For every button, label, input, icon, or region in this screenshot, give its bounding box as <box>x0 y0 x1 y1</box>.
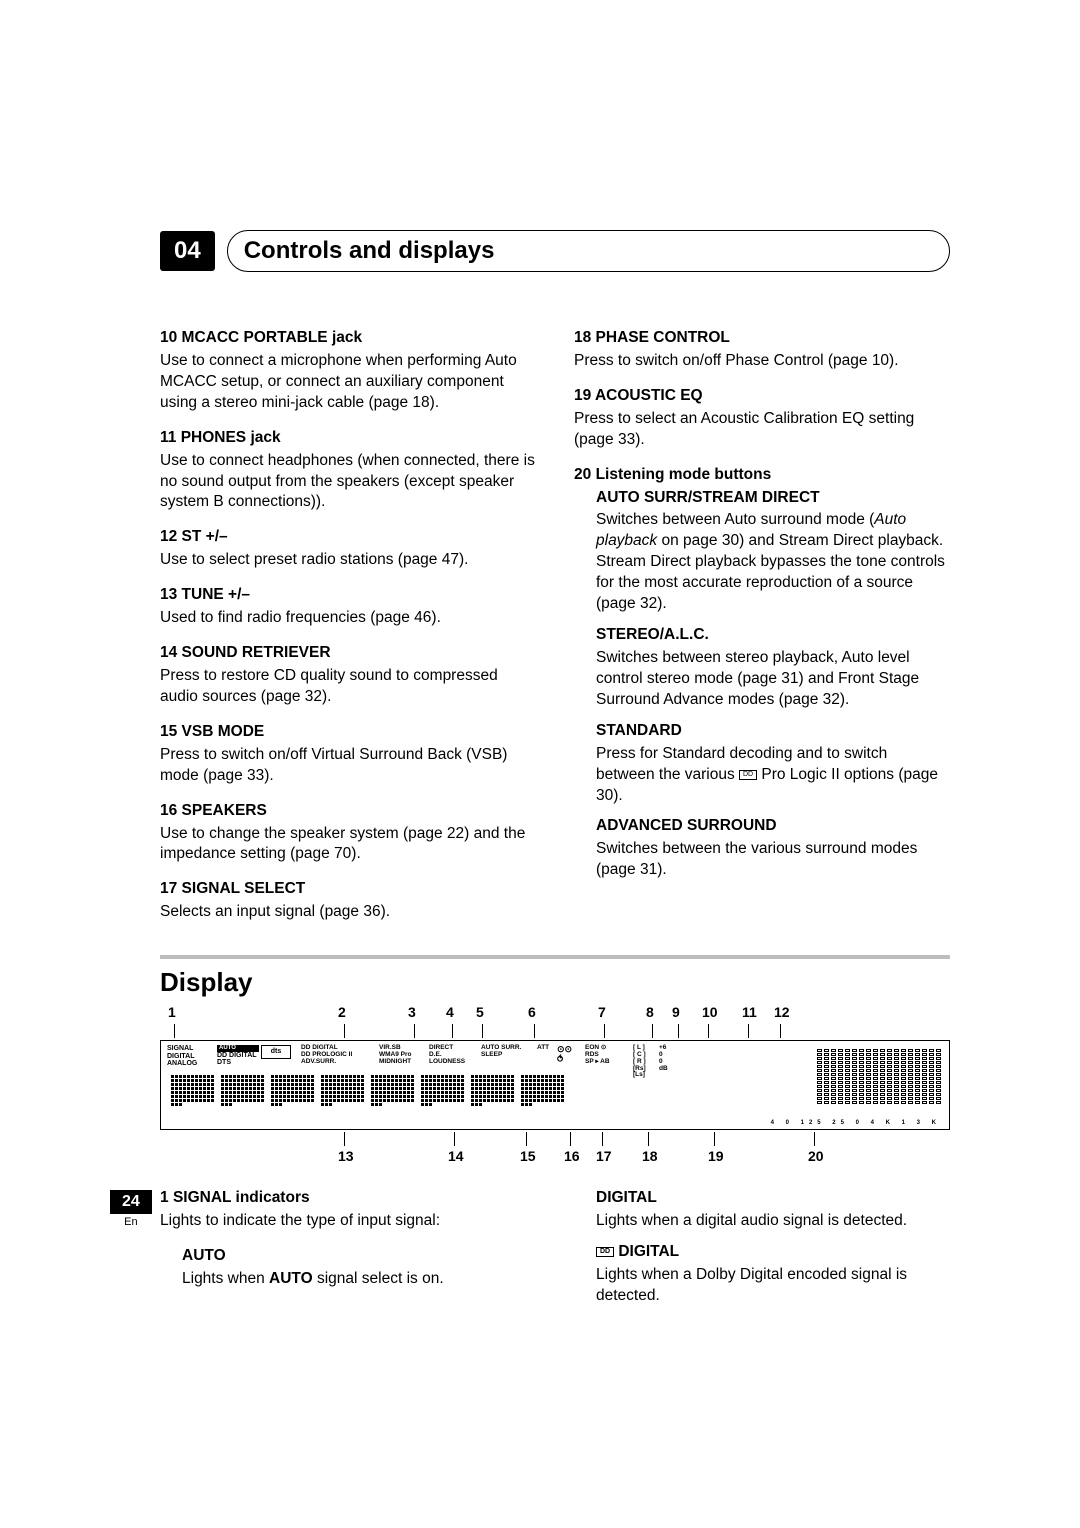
page-number-box: 24 En <box>110 1190 152 1228</box>
sub-advanced-surround: ADVANCED SURROUNDSwitches between the va… <box>596 816 950 881</box>
item-14: 14 SOUND RETRIEVERPress to restore CD qu… <box>160 643 536 708</box>
sub-stereo-a-l-c-: STEREO/A.L.C.Switches between stereo pla… <box>596 625 950 711</box>
display-figure: 123456789101112 SIGNAL DIGITAL ANALOG AU… <box>160 1004 950 1166</box>
top-callout-row: 123456789101112 <box>160 1004 950 1022</box>
item-15: 15 VSB MODEPress to switch on/off Virtua… <box>160 722 536 787</box>
item-11: 11 PHONES jackUse to connect headphones … <box>160 428 536 514</box>
chapter-header: 04 Controls and displays <box>160 230 950 272</box>
item-18: 18 PHASE CONTROLPress to switch on/off P… <box>574 328 950 372</box>
chapter-title: Controls and displays <box>244 237 495 265</box>
page-number: 24 <box>110 1190 152 1214</box>
spectrum-analyzer <box>817 1049 941 1104</box>
callout-7: 7 <box>598 1004 606 1020</box>
callout-2: 2 <box>338 1004 346 1020</box>
callout-13: 13 <box>338 1148 354 1164</box>
callout-3: 3 <box>408 1004 416 1020</box>
item-10: 10 MCACC PORTABLE jackUse to connect a m… <box>160 328 536 414</box>
dts-logo: dts <box>261 1045 291 1059</box>
callout-10: 10 <box>702 1004 718 1020</box>
sub-dd-digital: DD DIGITAL Lights when a Dolby Digital e… <box>596 1242 950 1307</box>
display-section-title: Display <box>160 967 950 998</box>
callout-19: 19 <box>708 1148 724 1164</box>
callout-14: 14 <box>448 1148 464 1164</box>
bottom-callout-row: 13 14 15 16 17 18 19 20 <box>160 1148 950 1166</box>
callout-20: 20 <box>808 1148 824 1164</box>
right-column: 18 PHASE CONTROLPress to switch on/off P… <box>574 328 950 937</box>
callout-15: 15 <box>520 1148 536 1164</box>
section-divider <box>160 955 950 959</box>
callout-17: 17 <box>596 1148 612 1164</box>
sub-standard: STANDARDPress for Standard decoding and … <box>596 721 950 807</box>
callout-5: 5 <box>476 1004 484 1020</box>
callout-9: 9 <box>672 1004 680 1020</box>
bottom-tick-row <box>160 1130 950 1148</box>
item-16: 16 SPEAKERSUse to change the speaker sys… <box>160 801 536 866</box>
callout-11: 11 <box>742 1004 757 1020</box>
callout-18: 18 <box>642 1148 658 1164</box>
segment-display-row <box>171 1075 565 1121</box>
sub-digital: DIGITAL Lights when a digital audio sign… <box>596 1188 950 1232</box>
item-12: 12 ST +/–Use to select preset radio stat… <box>160 527 536 571</box>
item-signal-indicators: 1 SIGNAL indicators Lights to indicate t… <box>160 1188 536 1232</box>
item-13: 13 TUNE +/–Used to find radio frequencie… <box>160 585 536 629</box>
callout-12: 12 <box>774 1004 790 1020</box>
item-19: 19 ACOUSTIC EQPress to select an Acousti… <box>574 386 950 451</box>
sub-auto-surr-stream-direct: AUTO SURR/STREAM DIRECTSwitches between … <box>596 488 950 616</box>
sub-auto: AUTO Lights when AUTO signal select is o… <box>182 1246 536 1290</box>
display-panel: SIGNAL DIGITAL ANALOG AUTO DD DIGITAL DT… <box>160 1040 950 1130</box>
callout-4: 4 <box>446 1004 454 1020</box>
callout-8: 8 <box>646 1004 654 1020</box>
page-lang: En <box>110 1216 152 1228</box>
callout-6: 6 <box>528 1004 536 1020</box>
chapter-title-box: Controls and displays <box>227 230 950 272</box>
callout-16: 16 <box>564 1148 580 1164</box>
left-column: 10 MCACC PORTABLE jackUse to connect a m… <box>160 328 536 937</box>
dolby-digital-icon: DD <box>596 1247 614 1257</box>
spectrum-freq-labels: 4 0 125 25 0 4 K 1 3 K <box>771 1120 941 1126</box>
item-listening-modes: 20 Listening mode buttons AUTO SURR/STRE… <box>574 465 950 882</box>
item-17: 17 SIGNAL SELECTSelects an input signal … <box>160 879 536 923</box>
callout-1: 1 <box>168 1004 176 1020</box>
top-tick-row <box>160 1022 950 1040</box>
chapter-number: 04 <box>160 231 215 271</box>
